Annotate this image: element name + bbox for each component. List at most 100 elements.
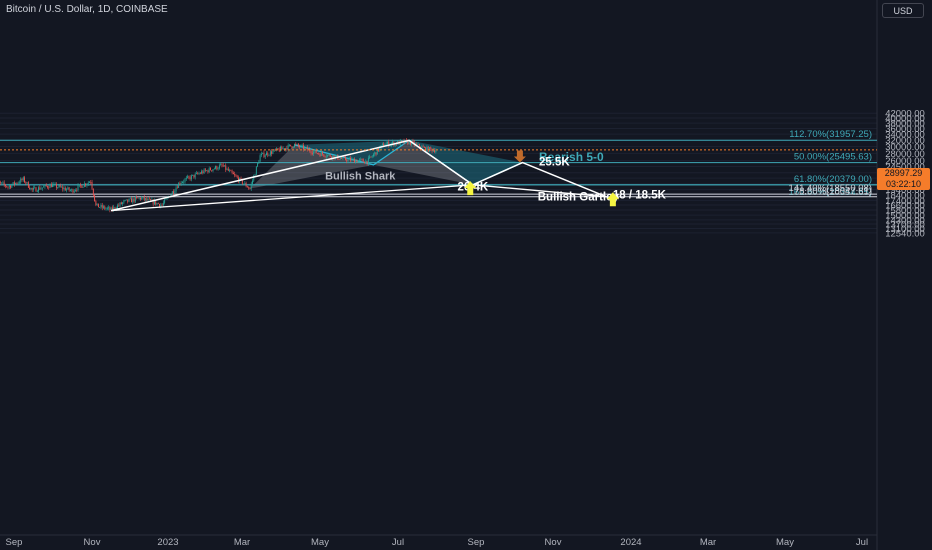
candle-body [25, 182, 27, 184]
candle-body [15, 182, 17, 185]
candle-body [401, 140, 402, 142]
candle-body [245, 183, 247, 187]
candle-body [359, 159, 360, 161]
candle-body [153, 200, 155, 205]
candle-body [59, 185, 61, 187]
candle-body [124, 199, 126, 201]
candle-body [210, 168, 211, 171]
candle-body [235, 175, 237, 177]
last-price-tag: 28997.29 03:22:10 [877, 168, 930, 190]
candle-body [371, 156, 373, 158]
candle-body [218, 165, 220, 169]
candle-body [114, 207, 116, 210]
candle-body [80, 184, 82, 186]
candle-body [61, 186, 62, 188]
arrow-up-icon [606, 192, 619, 207]
x-tick-label: Nov [84, 537, 101, 548]
y-tick-label: 40000.00 [885, 114, 925, 125]
candle-body [351, 158, 353, 161]
x-tick-label: May [311, 537, 329, 548]
candle-body [50, 184, 52, 188]
x-tick-label: Sep [468, 537, 485, 548]
candle-body [108, 207, 110, 209]
candle-body [207, 170, 209, 173]
candle-body [339, 158, 341, 160]
y-tick-label: 18400.00 [885, 190, 925, 201]
candle-body [423, 147, 425, 149]
candle-body [189, 177, 191, 180]
candle-body [150, 198, 152, 201]
candle-body [104, 206, 106, 209]
candle-body [427, 146, 429, 152]
candle-body [260, 153, 262, 156]
bullish-gartley-label: Bullish Gartley [538, 191, 620, 203]
candle-body [385, 143, 387, 146]
candle-body [311, 153, 313, 154]
candle-body [329, 154, 331, 157]
candle-body [246, 186, 248, 188]
candle-body [255, 166, 257, 175]
candle-body [364, 161, 366, 164]
candle-body [58, 185, 60, 188]
candle-body [81, 185, 83, 188]
level-label: 161.80%(20354.65) [789, 187, 872, 198]
candle-body [198, 173, 200, 175]
candle-body [13, 182, 15, 185]
candle-body [294, 144, 295, 148]
y-tick-label: 30000.00 [885, 142, 925, 153]
candle-body [416, 143, 418, 145]
candle-body [240, 177, 242, 180]
candle-body [375, 152, 377, 155]
candle-body [139, 197, 141, 200]
candle-body [3, 182, 5, 185]
candle-body [179, 183, 181, 184]
y-tick-label: 36000.00 [885, 124, 925, 135]
candle-body [164, 199, 166, 203]
candle-body [297, 143, 299, 146]
candle-body [224, 165, 225, 167]
x-tick-label: Mar [700, 537, 716, 548]
candle-body [418, 143, 420, 148]
candle-body [47, 186, 48, 188]
level-label: 78.60%(18047.61) [794, 186, 872, 197]
candle-body [374, 152, 376, 155]
candle-body [35, 187, 37, 192]
candle-body [54, 183, 56, 185]
candle-body [66, 189, 68, 191]
y-tick-label: 14300.00 [885, 215, 925, 226]
candle-body [188, 176, 190, 178]
candle-body [316, 153, 318, 155]
candle-body [243, 183, 245, 185]
candle-body [1, 182, 3, 184]
candle-body [318, 153, 320, 155]
candle-body [361, 159, 363, 160]
candle-body [31, 187, 33, 190]
candle-body [370, 156, 372, 158]
candle-body [201, 171, 203, 174]
currency-selector[interactable]: USD [882, 3, 924, 18]
y-tick-label: 34000.00 [885, 130, 925, 141]
candle-body [43, 186, 45, 188]
candle-body [280, 146, 281, 152]
y-tick-label: 26000.00 [885, 156, 925, 167]
y-tick-label: 13100.00 [885, 224, 925, 235]
candle-body [341, 158, 343, 159]
candle-body [226, 168, 228, 170]
candle-body [155, 200, 157, 205]
candle-body [134, 197, 136, 202]
candle-body [78, 184, 80, 186]
symbol-title[interactable]: Bitcoin / U.S. Dollar, 1D, COINBASE [6, 4, 168, 15]
candle-body [249, 188, 251, 190]
candle-body [402, 140, 404, 142]
candle-body [99, 207, 101, 208]
candle-body [213, 168, 215, 170]
candle-body [72, 189, 74, 193]
candle-body [12, 182, 14, 185]
x-tick-label: 2023 [157, 537, 178, 548]
candle-body [276, 148, 278, 150]
candle-body [355, 160, 357, 163]
candle-body [408, 140, 410, 145]
candle-body [151, 199, 153, 201]
candle-body [360, 159, 362, 160]
